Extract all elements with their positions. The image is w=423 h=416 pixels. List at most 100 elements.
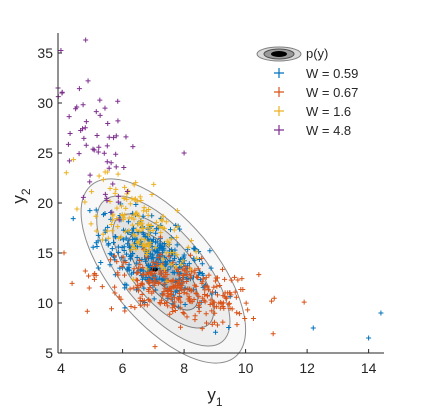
data-point-series-3 — [126, 228, 132, 234]
data-point-series-2 — [231, 274, 237, 280]
data-point-series-2 — [245, 307, 251, 313]
data-point-series-3 — [115, 224, 121, 230]
data-point-series-2 — [242, 315, 248, 321]
data-point-series-1 — [123, 235, 129, 241]
data-point-series-2 — [222, 276, 228, 282]
data-point-series-1 — [134, 260, 140, 266]
data-point-series-3 — [112, 190, 118, 196]
data-point-series-4 — [104, 198, 110, 204]
data-point-series-3 — [139, 220, 145, 226]
data-point-series-1 — [126, 262, 132, 268]
data-point-series-3 — [134, 210, 140, 216]
data-point-series-1 — [131, 225, 137, 231]
data-point-series-2 — [177, 305, 183, 311]
data-point-series-2 — [214, 304, 220, 310]
data-point-series-1 — [70, 216, 76, 222]
data-point-series-3 — [141, 208, 147, 214]
data-point-series-1 — [151, 296, 157, 302]
data-point-series-3 — [121, 195, 127, 201]
data-point-series-2 — [214, 283, 220, 289]
data-point-series-2 — [135, 288, 141, 294]
data-point-series-2 — [214, 322, 220, 328]
scatter-points — [55, 37, 384, 350]
data-point-series-2 — [112, 284, 118, 290]
data-point-series-3 — [110, 217, 116, 223]
data-point-series-3 — [88, 221, 94, 227]
x-tick-label: 6 — [119, 360, 127, 376]
data-point-series-4 — [106, 165, 112, 171]
x-tick-label: 12 — [299, 360, 315, 376]
data-point-series-3 — [131, 232, 137, 238]
data-point-series-2 — [139, 291, 145, 297]
data-point-series-2 — [179, 287, 185, 293]
data-point-series-2 — [191, 297, 197, 303]
data-point-series-2 — [108, 257, 114, 263]
data-point-series-2 — [193, 291, 199, 297]
data-point-series-3 — [161, 226, 167, 232]
data-point-series-2 — [112, 253, 118, 259]
data-point-series-3 — [175, 224, 181, 230]
data-point-series-3 — [93, 213, 99, 219]
data-point-series-4 — [87, 179, 93, 185]
data-point-series-3 — [140, 242, 146, 248]
data-point-series-3 — [113, 186, 119, 192]
x-tick-label: 4 — [57, 360, 65, 376]
data-point-series-2 — [271, 295, 277, 301]
data-point-series-2 — [203, 311, 209, 317]
data-point-series-3 — [105, 235, 111, 241]
data-point-series-2 — [118, 296, 124, 302]
data-point-series-4 — [115, 118, 121, 124]
data-point-series-2 — [256, 272, 262, 278]
data-point-series-3 — [159, 264, 165, 270]
data-point-series-3 — [104, 169, 110, 175]
data-point-series-2 — [233, 294, 239, 300]
data-point-series-1 — [90, 244, 96, 250]
y-tick-label: 30 — [37, 95, 53, 111]
data-point-series-3 — [164, 278, 170, 284]
legend-marker-series-1 — [274, 68, 284, 78]
data-point-series-1 — [124, 251, 130, 257]
data-point-series-4 — [104, 159, 110, 165]
data-point-series-2 — [140, 246, 146, 252]
data-point-series-2 — [178, 324, 184, 330]
data-point-series-4 — [83, 119, 89, 125]
data-point-series-2 — [156, 255, 162, 261]
data-point-series-2 — [226, 300, 232, 306]
data-point-series-2 — [171, 299, 177, 305]
data-point-series-2 — [270, 331, 276, 337]
data-point-series-3 — [118, 203, 124, 209]
data-point-series-2 — [127, 286, 133, 292]
x-tick-label: 8 — [180, 360, 188, 376]
data-point-series-3 — [187, 266, 193, 272]
data-point-series-2 — [189, 287, 195, 293]
data-point-series-3 — [151, 181, 157, 187]
data-point-series-4 — [94, 132, 100, 138]
data-point-series-2 — [200, 295, 206, 301]
outlier-point-series-4 — [83, 37, 89, 43]
data-point-series-3 — [89, 189, 95, 195]
data-point-series-1 — [199, 261, 205, 267]
data-point-series-3 — [146, 247, 152, 253]
data-point-series-1 — [150, 255, 156, 261]
data-point-series-2 — [161, 281, 167, 287]
data-point-series-2 — [144, 302, 150, 308]
data-point-series-3 — [109, 228, 115, 234]
data-point-series-1 — [93, 207, 99, 213]
data-point-series-1 — [153, 230, 159, 236]
data-point-series-3 — [124, 191, 130, 197]
data-point-series-3 — [164, 238, 170, 244]
y-axis-label-subscript: 2 — [19, 188, 33, 195]
data-point-series-3 — [110, 213, 116, 219]
data-point-series-3 — [107, 186, 113, 192]
data-point-series-2 — [131, 266, 137, 272]
data-point-series-2 — [269, 298, 275, 304]
data-point-series-2 — [115, 270, 121, 276]
data-point-series-2 — [175, 296, 181, 302]
data-point-series-4 — [82, 125, 88, 131]
data-point-series-2 — [165, 303, 171, 309]
data-point-series-2 — [112, 290, 118, 296]
data-point-series-2 — [128, 304, 134, 310]
data-point-series-1 — [121, 244, 127, 250]
data-point-series-2 — [168, 296, 174, 302]
data-point-series-2 — [121, 259, 127, 265]
